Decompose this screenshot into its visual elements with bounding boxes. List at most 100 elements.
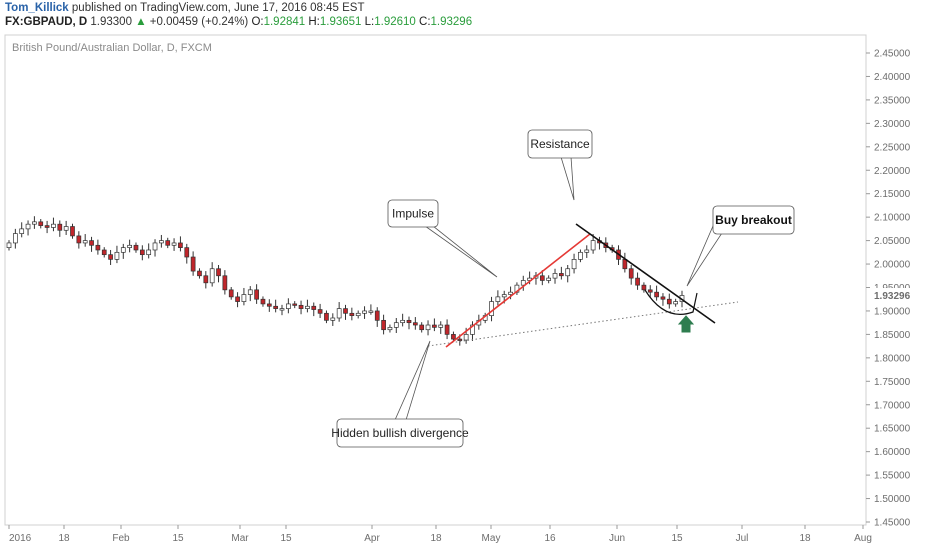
candle-down (76, 235, 82, 244)
candle-down (457, 338, 463, 341)
x-tick-label: 15 (671, 533, 683, 544)
candle-down (178, 242, 183, 248)
candle-up (438, 324, 444, 328)
candle-down (660, 296, 666, 300)
candle-up (159, 240, 164, 244)
y-tick-label: 2.10000 (874, 213, 911, 224)
plot-area[interactable] (4, 34, 867, 526)
candle-up (425, 324, 431, 331)
resistance-callout-text: Resistance (530, 137, 590, 151)
x-tick-label: 15 (280, 533, 292, 544)
candle-up (336, 308, 342, 319)
resistance-callout: Resistance (527, 129, 593, 201)
price-change: +0.00459 (+0.24%) (149, 16, 249, 28)
candle-down (38, 221, 44, 226)
candle-up (501, 294, 507, 298)
candle-up (578, 251, 583, 260)
resistance-callout-box (527, 129, 593, 159)
y-tick-label: 2.40000 (874, 72, 911, 83)
buy-arrow-icon (677, 315, 695, 333)
last-price-badge (867, 287, 929, 303)
candle-up (590, 240, 596, 251)
y-tick-label: 1.65000 (874, 424, 911, 435)
candle-down (190, 256, 196, 272)
candle-down (635, 277, 640, 286)
divergence-trendline (427, 301, 739, 347)
candle-down (539, 275, 545, 281)
x-tick-label: Jul (736, 533, 749, 544)
published-text: published on TradingView.com, June 17, 2… (71, 2, 365, 14)
x-tick-label: Mar (231, 533, 249, 544)
candle-up (305, 305, 310, 309)
time-axis[interactable]: 2016 18 Feb 15 Mar 15 Apr 18 May 16 Jun 15 Jul 18 Aug (8, 525, 872, 544)
candle-up (152, 242, 158, 251)
low-label: L: (364, 16, 375, 28)
candle-up (12, 233, 18, 244)
chart-header: Tom_Killick published on TradingView.com… (0, 0, 932, 30)
candle-down (228, 289, 234, 298)
impulse-trendline (445, 233, 591, 348)
drawings-layer (427, 223, 739, 348)
x-tick-label: 18 (430, 533, 442, 544)
impulse-callout-text: Impulse (392, 207, 434, 221)
candle-down (101, 249, 107, 256)
candle-up (63, 226, 69, 231)
candle-up (387, 327, 393, 331)
price-axis[interactable]: 2.45000 2.40000 2.35000 2.30000 2.25000 2.200… (866, 49, 929, 529)
high-label: H: (308, 16, 320, 28)
candle-up (520, 280, 526, 286)
candle-down (108, 254, 113, 260)
author-link[interactable]: Tom_Killick (5, 2, 69, 14)
last-price-label: 1.93296 (874, 291, 911, 302)
y-tick-label: 2.00000 (874, 260, 911, 271)
candle-up (362, 310, 367, 314)
candle-down (222, 275, 228, 291)
candle-up (355, 312, 361, 316)
x-tick-label: 18 (58, 533, 70, 544)
ohlc-line: FX:GBPAUD, D 1.93300 ▲ +0.00459 (+0.24%)… (5, 15, 472, 29)
candle-down (381, 319, 386, 331)
candle-up (51, 223, 56, 228)
candle-down (374, 310, 380, 321)
y-tick-label: 1.50000 (874, 494, 911, 505)
rounding-bottom-curve (644, 289, 698, 315)
buy-breakout-callout-text: Buy breakout (715, 213, 792, 227)
candle-up (495, 296, 501, 302)
symbol-label[interactable]: FX:GBPAUD, D (5, 16, 88, 28)
candle-down (666, 298, 672, 305)
candle-down (260, 298, 266, 305)
candle-down (298, 304, 304, 309)
candle-up (489, 301, 494, 316)
candle-down (647, 289, 653, 293)
candle-up (286, 303, 291, 309)
candle-down (165, 240, 171, 246)
candle-up (393, 322, 399, 328)
candle-up (19, 228, 25, 234)
candle-down (444, 324, 450, 335)
candle-up (400, 319, 405, 324)
up-arrow-icon: ▲ (135, 16, 147, 28)
x-tick-label: Apr (364, 533, 380, 544)
candle-up (279, 308, 285, 311)
publish-line: Tom_Killick published on TradingView.com… (5, 1, 365, 15)
candle-down (628, 268, 634, 279)
callouts-layer: Impulse Resistance Buy breakout Hidden bull… (331, 129, 795, 448)
candle-down (44, 225, 50, 228)
y-tick-label: 1.60000 (874, 447, 911, 458)
close-label: C: (419, 16, 431, 28)
buy-breakout-callout: Buy breakout (686, 205, 795, 287)
x-tick-label: Jun (609, 533, 625, 544)
candle-up (470, 324, 475, 335)
x-tick-label: 16 (544, 533, 556, 544)
candle-up (127, 244, 132, 248)
last-price: 1.93300 (90, 16, 132, 28)
candle-up (546, 277, 552, 281)
x-tick-label: 2016 (9, 533, 32, 544)
y-tick-label: 2.15000 (874, 189, 911, 200)
candle-down (406, 319, 412, 324)
candle-down (266, 303, 272, 307)
y-tick-label: 1.70000 (874, 400, 911, 411)
candle-down (292, 303, 298, 306)
candle-down (70, 226, 75, 237)
